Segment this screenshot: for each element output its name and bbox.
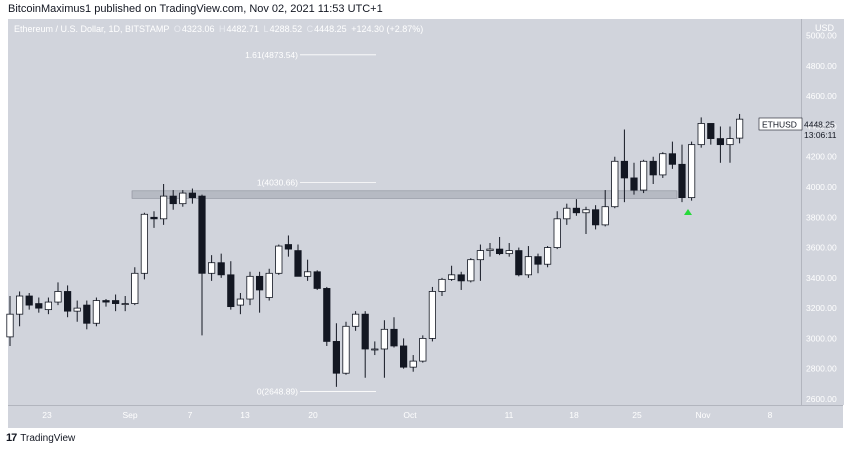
low-value: 4288.52 (269, 24, 303, 34)
chart-area[interactable] (8, 19, 801, 405)
high-label: H (218, 24, 226, 34)
open-label: O (173, 24, 181, 34)
price-axis[interactable] (801, 19, 844, 405)
time-axis[interactable] (8, 405, 843, 428)
high-value: 4482.71 (226, 24, 260, 34)
tradingview-logo-icon: 17 (6, 432, 17, 444)
tradingview-footer[interactable]: 17 TradingView (6, 432, 75, 444)
tradingview-brand: TradingView (20, 432, 76, 444)
low-label: L (263, 24, 269, 34)
close-label: C (306, 24, 314, 34)
symbol-legend: Ethereum / U.S. Dollar, 1D, BITSTAMP O43… (14, 24, 425, 34)
open-value: 4323.06 (181, 24, 215, 34)
close-value: 4448.25 (314, 24, 347, 34)
publish-info: BitcoinMaximus1 published on TradingView… (8, 3, 383, 15)
symbol-name: Ethereum / U.S. Dollar, 1D, BITSTAMP (14, 24, 170, 34)
change-value: +124.30 (+2.87%) (351, 24, 424, 34)
